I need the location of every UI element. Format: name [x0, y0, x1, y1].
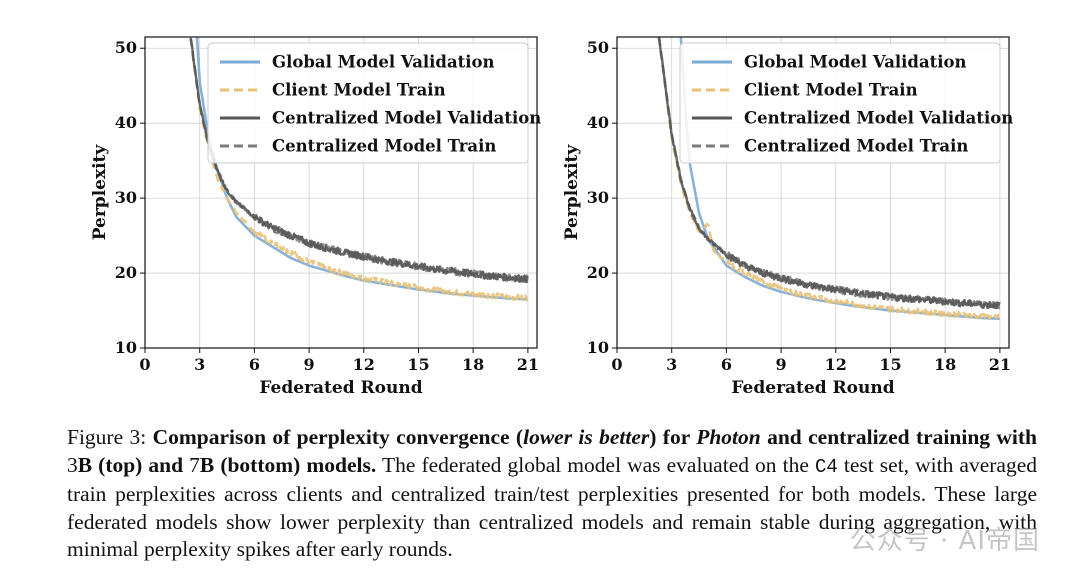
y-tick-label: 10: [115, 338, 137, 357]
plot-area: [189, 37, 529, 302]
legend-label: Global Model Validation: [272, 53, 495, 72]
x-tick-label: 3: [666, 355, 677, 374]
caption-text-1: The federated global model was evaluated…: [376, 452, 815, 477]
caption-bold-4: B (top) and: [77, 452, 190, 477]
x-tick-label: 12: [825, 355, 847, 374]
y-tick-label: 10: [587, 338, 609, 357]
caption-bold-5: B (bottom) models.: [199, 452, 377, 477]
figure-caption: Figure 3: Comparison of perplexity conve…: [67, 424, 1037, 564]
x-tick-label: 15: [407, 355, 429, 374]
watermark: 公众号 · AI帝国: [849, 526, 1040, 556]
y-axis-label: Perplexity: [562, 144, 582, 241]
x-tick-label: 15: [879, 355, 901, 374]
legend-label: Centralized Model Train: [272, 137, 496, 156]
series-line-centralized-model-validation: [657, 37, 1001, 310]
legend-label: Global Model Validation: [744, 53, 967, 72]
caption-figure-label: Figure 3:: [67, 425, 153, 449]
x-tick-label: 9: [304, 355, 315, 374]
caption-num-7b: 7: [189, 452, 200, 477]
x-axis-label: Federated Round: [731, 378, 894, 398]
y-tick-label: 50: [587, 38, 609, 57]
plot-area: [657, 37, 1001, 321]
legend-label: Client Model Train: [272, 81, 446, 100]
legend-label: Centralized Model Train: [744, 137, 968, 156]
y-tick-label: 30: [587, 188, 609, 207]
y-axis-label: Perplexity: [90, 144, 110, 241]
legend-box: [679, 42, 1001, 164]
x-tick-label: 21: [517, 355, 539, 374]
chart-panel-left: 0 3 6 9 12 15 18 21 10 20 30 40 50 Federated Round Per…: [90, 36, 541, 398]
x-axis-label: Federated Round: [259, 378, 422, 398]
caption-bold-italic-2: Photon: [696, 425, 761, 449]
y-tick-label: 20: [115, 263, 137, 282]
caption-bold-italic-1: lower is better: [523, 425, 650, 449]
y-tick-label: 20: [587, 263, 609, 282]
legend-label: Centralized Model Validation: [272, 109, 541, 128]
x-tick-label: 0: [139, 355, 150, 374]
x-tick-label: 18: [462, 355, 484, 374]
caption-num-3b: 3: [67, 452, 78, 477]
series-line-client-model-train: [657, 37, 1001, 321]
caption-text-2: test set, with averaged train perplexiti…: [67, 452, 1037, 562]
axes-frame: [616, 36, 1010, 349]
x-tick-label: 12: [353, 355, 375, 374]
legend-label: Centralized Model Validation: [744, 109, 1013, 128]
x-tick-label: 3: [194, 355, 205, 374]
caption-bold-1: Comparison of perplexity convergence (: [152, 425, 524, 449]
caption-bold-2: ) for: [649, 425, 697, 449]
caption-c4: C4: [814, 455, 838, 478]
caption-bold-3: and centralized training with: [760, 425, 1037, 449]
x-tick-label: 6: [249, 355, 260, 374]
series-line-centralized-model-validation: [189, 38, 529, 284]
axes-frame: [144, 36, 538, 349]
y-tick-label: 30: [115, 188, 137, 207]
x-tick-label: 21: [989, 355, 1011, 374]
x-tick-label: 0: [611, 355, 622, 374]
x-tick-label: 9: [776, 355, 787, 374]
series-line-client-model-train: [189, 37, 529, 302]
y-tick-label: 40: [115, 113, 137, 132]
x-tick-label: 18: [934, 355, 956, 374]
chart-panel-right: 0 3 6 9 12 15 18 21 10 20 30 40 50 Federated Round Per…: [562, 36, 1013, 398]
legend-label: Client Model Train: [744, 81, 918, 100]
x-tick-label: 6: [721, 355, 732, 374]
y-tick-label: 50: [115, 38, 137, 57]
y-tick-label: 40: [587, 113, 609, 132]
legend-box: [207, 42, 529, 164]
